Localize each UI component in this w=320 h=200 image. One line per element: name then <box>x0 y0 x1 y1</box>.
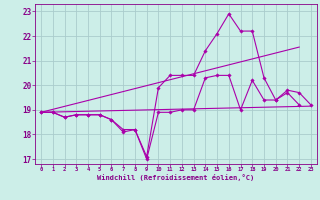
X-axis label: Windchill (Refroidissement éolien,°C): Windchill (Refroidissement éolien,°C) <box>97 174 255 181</box>
